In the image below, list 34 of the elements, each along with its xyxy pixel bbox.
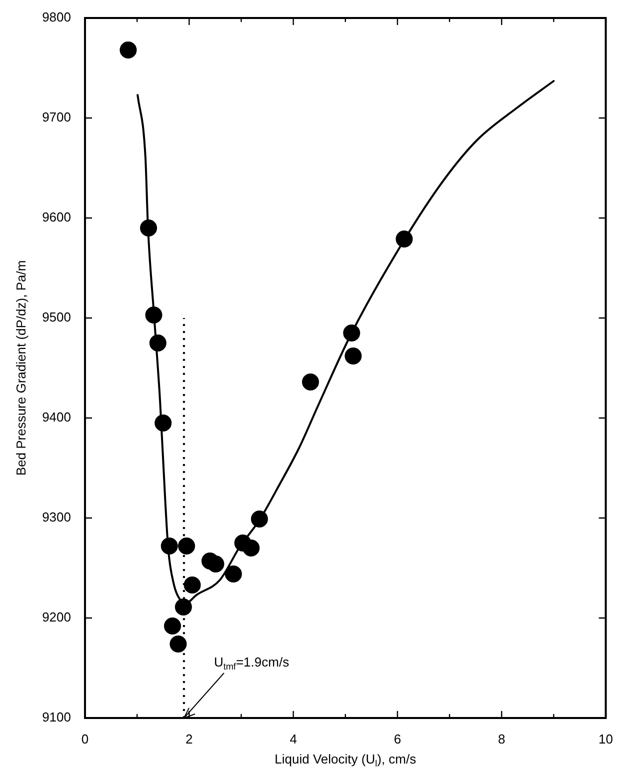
point — [184, 576, 201, 594]
point — [145, 306, 162, 324]
y-tick-label: 9300 — [42, 510, 71, 525]
point — [242, 540, 260, 556]
point — [154, 414, 172, 432]
y-tick-label: 9200 — [42, 610, 71, 625]
x-tick-label: 0 — [81, 731, 89, 746]
point — [164, 618, 181, 634]
y-tick-label: 9600 — [42, 210, 71, 225]
x-tick-label: 10 — [598, 731, 614, 746]
point — [120, 42, 137, 58]
y-tick-label: 9500 — [42, 310, 71, 325]
y-axis-title: Bed Pressure Gradient (dP/dz), Pa/m — [14, 260, 29, 476]
x-tick-label: 2 — [186, 731, 193, 746]
point — [140, 220, 158, 236]
point — [207, 556, 224, 572]
point — [149, 334, 166, 352]
point — [250, 510, 268, 528]
point — [396, 230, 413, 248]
point — [174, 598, 192, 616]
point — [224, 566, 242, 582]
x-tick-label: 8 — [498, 731, 506, 746]
point — [343, 324, 360, 342]
y-tick-label: 9400 — [42, 410, 71, 425]
point — [160, 538, 178, 554]
y-tick-label: 9100 — [42, 710, 71, 725]
point — [170, 636, 187, 652]
x-tick-label: 4 — [290, 731, 297, 746]
point — [178, 538, 196, 554]
point — [344, 348, 362, 364]
x-tick-label: 6 — [394, 731, 402, 746]
point — [302, 374, 319, 390]
y-tick-label: 9700 — [42, 110, 71, 125]
y-tick-label: 9800 — [42, 10, 71, 25]
